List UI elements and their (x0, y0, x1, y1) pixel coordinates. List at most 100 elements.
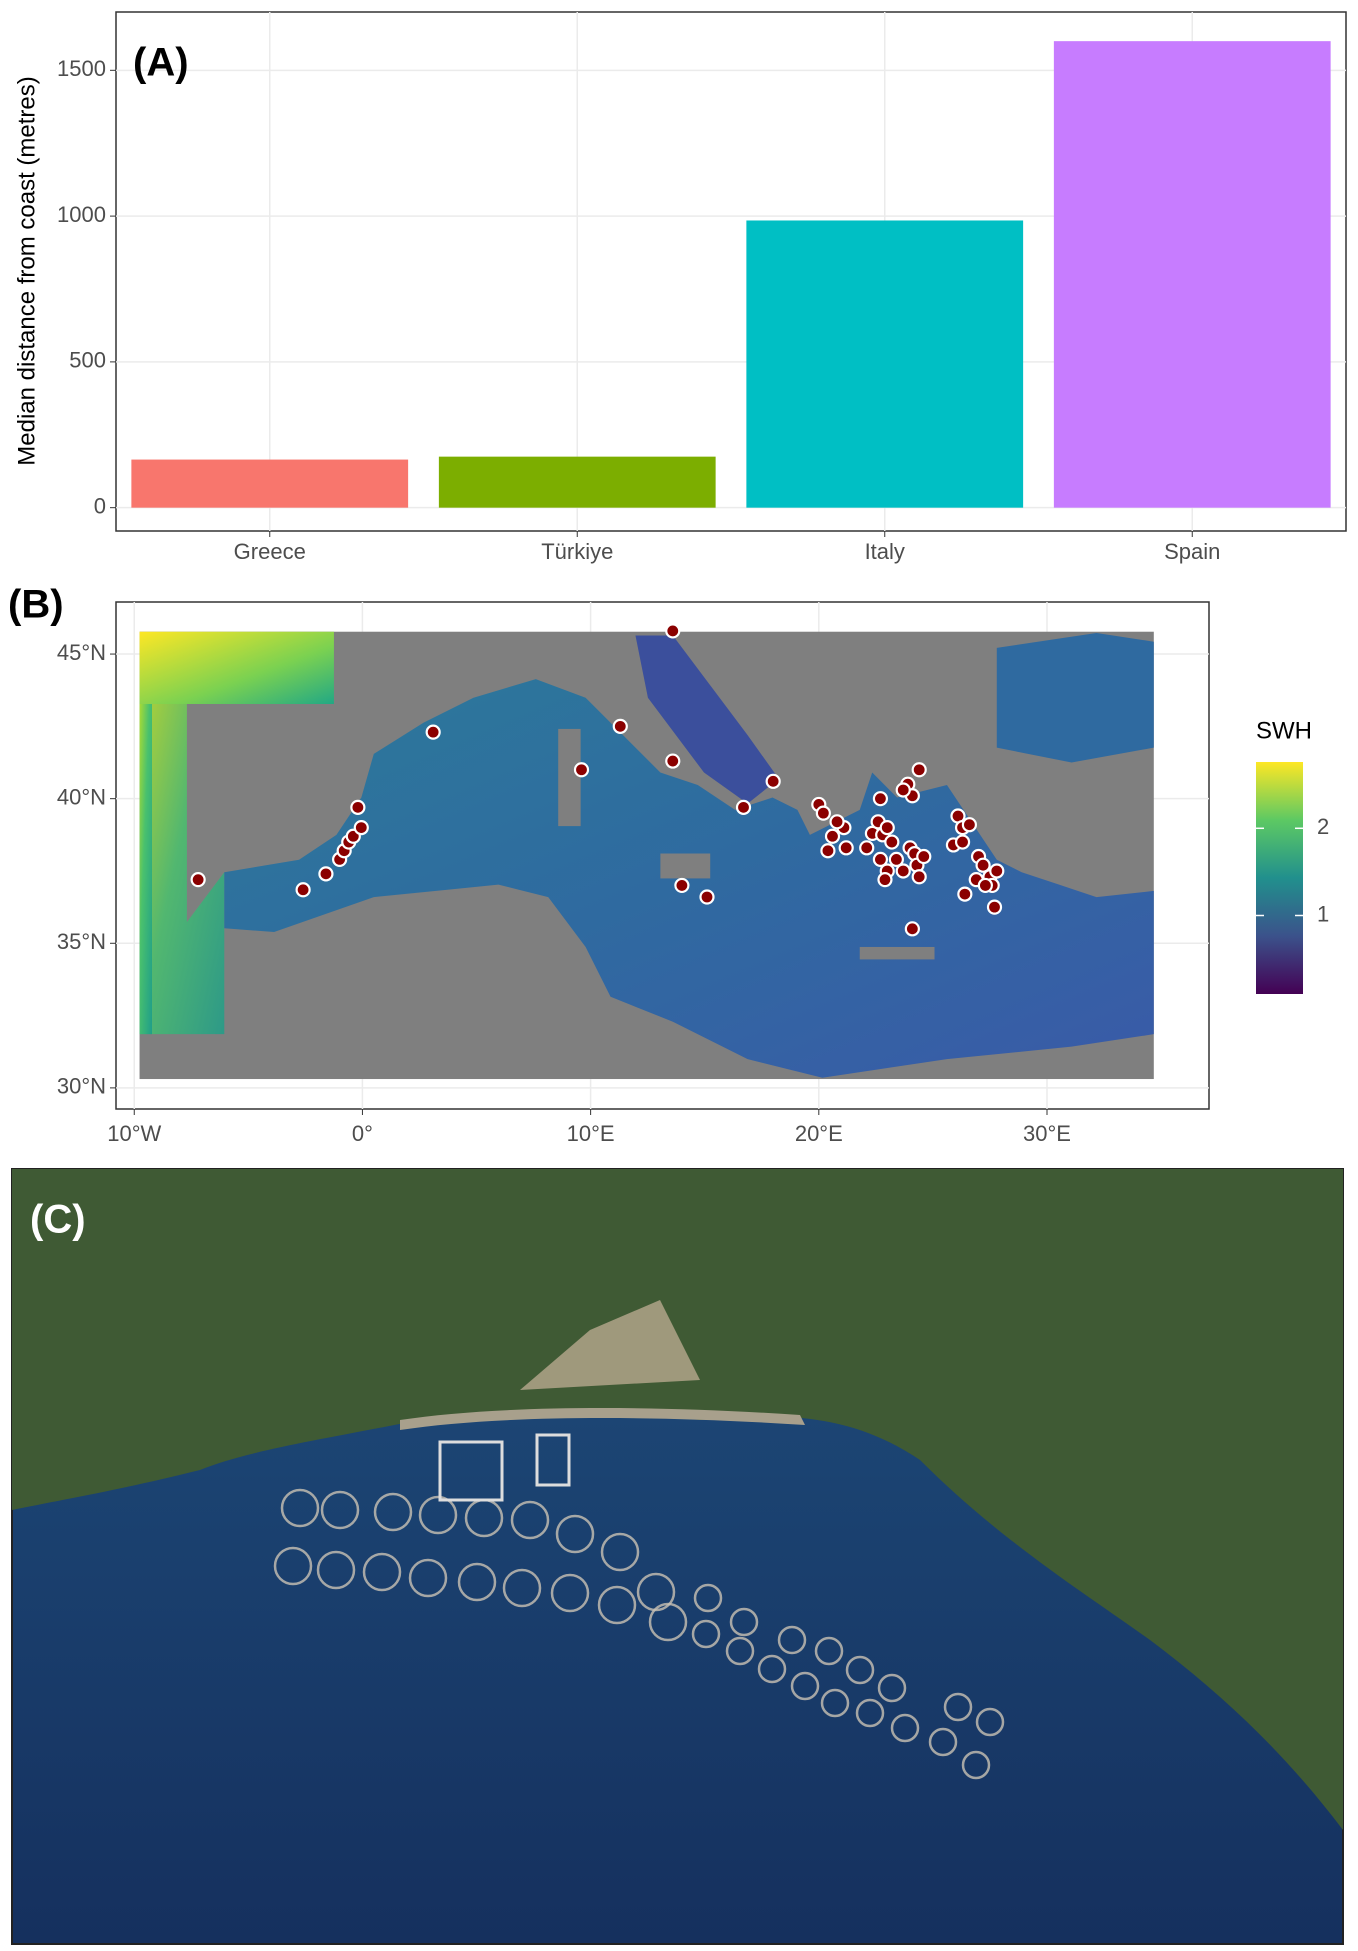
net-pen (691, 1619, 721, 1649)
land (12, 1169, 1343, 1830)
y-tick-label: 0 (94, 493, 106, 518)
farm-point (824, 828, 841, 844)
net-pen (961, 1750, 991, 1780)
farm-point (986, 899, 1003, 915)
x-tick-label: 10°W (107, 1121, 161, 1146)
beach (400, 1408, 805, 1430)
pier (535, 1433, 571, 1487)
net-pen (600, 1532, 640, 1572)
net-pen (814, 1636, 844, 1666)
y-axis-label: Median distance from coast (metres) (13, 76, 40, 465)
net-pen (975, 1707, 1005, 1737)
aerial-photo: (C) (11, 1168, 1344, 1945)
panel-label: (B) (8, 583, 64, 627)
y-tick-label: 30°N (57, 1074, 106, 1099)
net-pen (757, 1654, 787, 1684)
x-tick-label: 10°E (567, 1121, 615, 1146)
island (558, 728, 581, 827)
farm-point (877, 872, 893, 888)
y-tick-label: 500 (69, 348, 106, 373)
net-pen (597, 1585, 637, 1625)
farm-point (190, 872, 206, 888)
net-pen (550, 1573, 590, 1613)
x-tick-label: Greece (234, 539, 306, 564)
net-pen (636, 1572, 676, 1612)
colorbar: SWH 1 2 (1256, 717, 1329, 994)
farm-point (838, 840, 854, 856)
farm-point (954, 834, 971, 850)
y-tick-label: 1500 (57, 56, 106, 81)
farm-point (989, 863, 1005, 879)
farm-point (820, 843, 836, 859)
net-pen (362, 1552, 402, 1592)
net-pen (855, 1698, 885, 1728)
y-tick-label: 1000 (57, 202, 106, 227)
net-pen (777, 1625, 807, 1655)
net-pen (890, 1713, 920, 1743)
farm-point (961, 817, 978, 833)
farm-point (859, 840, 875, 856)
farm-point (916, 848, 932, 865)
net-pen (457, 1562, 497, 1602)
atlantic (139, 631, 334, 704)
net-pen (729, 1607, 759, 1637)
farm-point (879, 819, 895, 836)
x-tick-label: 0° (352, 1121, 373, 1146)
net-pen (790, 1671, 820, 1701)
net-pen (408, 1558, 448, 1598)
net-pens (273, 1433, 1005, 1780)
legend-title: SWH (1256, 717, 1312, 744)
net-pen (373, 1492, 413, 1532)
farm-point (884, 834, 900, 850)
net-pen (316, 1550, 356, 1590)
swh-raster (139, 631, 1154, 1080)
net-pen (502, 1568, 542, 1608)
net-pen (418, 1495, 458, 1535)
farm-point (665, 623, 681, 639)
farm-point (674, 877, 690, 894)
bar (746, 220, 1024, 508)
net-pen (877, 1673, 907, 1703)
farm-point (872, 851, 889, 868)
farm-point (957, 886, 973, 902)
farm-point (665, 753, 681, 769)
farm-point (699, 889, 715, 905)
x-tick-label: Türkiye (541, 539, 613, 564)
farm-point (425, 724, 441, 740)
y-tick-label: 35°N (57, 929, 106, 954)
net-pen (845, 1655, 875, 1685)
farm-point (977, 877, 993, 894)
island (859, 946, 935, 960)
farm-point (829, 814, 845, 830)
x-tick-label: 30°E (1023, 1121, 1071, 1146)
net-pen (693, 1583, 723, 1613)
bar (1053, 41, 1331, 508)
farm-point (612, 718, 628, 734)
farm-point (888, 851, 904, 868)
adriatic (635, 635, 779, 804)
farm-point (765, 773, 781, 789)
net-pen (943, 1692, 973, 1722)
net-pen (273, 1546, 313, 1586)
panel-label: (A) (133, 41, 189, 85)
farm-point (911, 869, 927, 885)
farm-point (975, 857, 991, 873)
net-pen (280, 1488, 320, 1528)
bar (131, 459, 409, 508)
x-tick-label: Spain (1164, 539, 1220, 564)
legend-tick-label: 1 (1317, 901, 1329, 926)
net-pen (820, 1688, 850, 1718)
farm-point (895, 782, 911, 798)
farm-point (904, 921, 920, 937)
black-sea (996, 632, 1154, 763)
net-pen (555, 1514, 595, 1554)
y-tick-label: 45°N (57, 640, 106, 665)
farm-point (735, 799, 752, 815)
farm-point (895, 863, 911, 879)
clearing (520, 1300, 700, 1390)
y-tick-label: 40°N (57, 784, 106, 809)
farm-point (815, 805, 831, 821)
farm-point (911, 762, 927, 778)
net-pen (510, 1500, 550, 1540)
